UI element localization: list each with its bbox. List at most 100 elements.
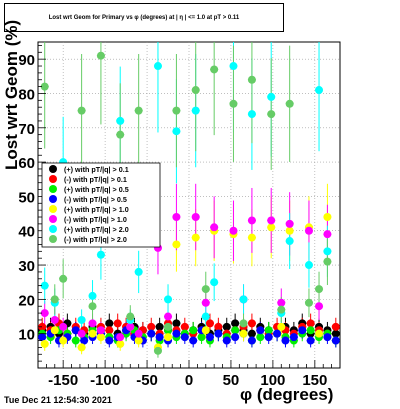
data-point [172, 240, 181, 249]
data-point [40, 281, 49, 290]
data-point [210, 223, 219, 232]
data-point [164, 295, 173, 304]
data-point [239, 319, 248, 328]
data-point [323, 247, 332, 256]
data-point [277, 298, 286, 307]
legend-marker [49, 235, 57, 243]
data-point [172, 319, 181, 328]
date-stamp: Tue Dec 21 12:54:30 2021 [4, 395, 112, 405]
data-point [153, 346, 162, 355]
data-point [77, 343, 86, 352]
data-point [164, 333, 173, 342]
data-point [323, 230, 332, 239]
y-tick-label: 50 [18, 189, 35, 206]
data-point [201, 285, 210, 294]
data-point [96, 51, 105, 60]
x-tick-label: 0 [185, 372, 193, 389]
data-point [88, 291, 97, 300]
data-point [134, 329, 143, 338]
legend-marker [49, 205, 57, 213]
data-point [191, 106, 200, 115]
x-tick-label: 50 [223, 372, 240, 389]
data-point [222, 336, 231, 345]
data-point [116, 339, 125, 348]
data-point [231, 319, 240, 328]
x-tick-label: -150 [48, 372, 78, 389]
data-point [264, 333, 273, 342]
legend-marker [49, 175, 57, 183]
data-point [306, 326, 315, 335]
data-point [77, 315, 86, 324]
data-point [247, 110, 256, 119]
data-point [281, 336, 290, 345]
legend-box [41, 162, 161, 248]
data-point [315, 329, 324, 338]
y-tick-label: 80 [18, 86, 35, 103]
data-point [205, 319, 214, 328]
data-point [59, 336, 68, 345]
legend-marker [49, 185, 57, 193]
data-point [214, 329, 223, 338]
legend-label: (-) with pT/|q| > 2.0 [64, 235, 127, 244]
data-point [304, 226, 313, 235]
chart-title: Lost wrt Geom for Primary vs φ (degrees)… [4, 3, 284, 32]
data-point [210, 278, 219, 287]
data-point [80, 336, 89, 345]
data-point [155, 333, 164, 342]
data-point [59, 274, 68, 283]
data-point [205, 333, 214, 342]
data-point [229, 62, 238, 71]
y-axis-ticks: 10 20 30 40 50 60 70 80 90 [18, 45, 46, 369]
data-point [172, 213, 181, 222]
data-point [180, 333, 189, 342]
data-point [247, 329, 256, 338]
data-point [197, 333, 206, 342]
data-point [40, 339, 49, 348]
data-point [285, 226, 294, 235]
data-point [40, 309, 49, 318]
x-tick-label: -50 [136, 372, 158, 389]
data-point [172, 106, 181, 115]
data-point [164, 312, 173, 321]
data-point [71, 326, 80, 335]
data-point [191, 213, 200, 222]
legend-label: (-) with pT/|q| > 0.1 [64, 175, 127, 184]
data-point [277, 305, 286, 314]
data-point [315, 302, 324, 311]
data-point [323, 333, 332, 342]
data-point [113, 319, 122, 328]
legend-label: (+) with pT/|q| > 0.1 [64, 165, 129, 174]
data-point [222, 322, 231, 331]
x-tick-label: -100 [90, 372, 120, 389]
legend-label: (-) with pT/|q| > 1.0 [64, 215, 127, 224]
data-point [105, 336, 114, 345]
data-point [331, 322, 340, 331]
data-point [155, 322, 164, 331]
x-tick-label: 100 [260, 372, 285, 389]
data-point [256, 333, 265, 342]
data-point [189, 326, 198, 335]
legend-marker [49, 195, 57, 203]
data-point [134, 336, 143, 345]
data-point [201, 326, 210, 335]
data-point [323, 213, 332, 222]
legend-marker [49, 225, 57, 233]
data-point [164, 322, 173, 331]
data-point [191, 86, 200, 95]
legend-label: (-) with pT/|q| > 0.5 [64, 195, 127, 204]
data-point [315, 86, 324, 95]
data-point [105, 319, 114, 328]
data-point [147, 322, 156, 331]
data-point [306, 336, 315, 345]
data-point [38, 322, 47, 331]
data-point [267, 110, 276, 119]
data-point [304, 298, 313, 307]
data-point [247, 336, 256, 345]
data-point [229, 99, 238, 108]
data-points [38, 51, 340, 355]
data-point [88, 302, 97, 311]
x-axis-label: φ (degrees) [240, 385, 334, 404]
legend-label: (+) with pT/|q| > 1.0 [64, 205, 129, 214]
data-point [304, 261, 313, 270]
y-tick-label: 20 [18, 292, 35, 309]
